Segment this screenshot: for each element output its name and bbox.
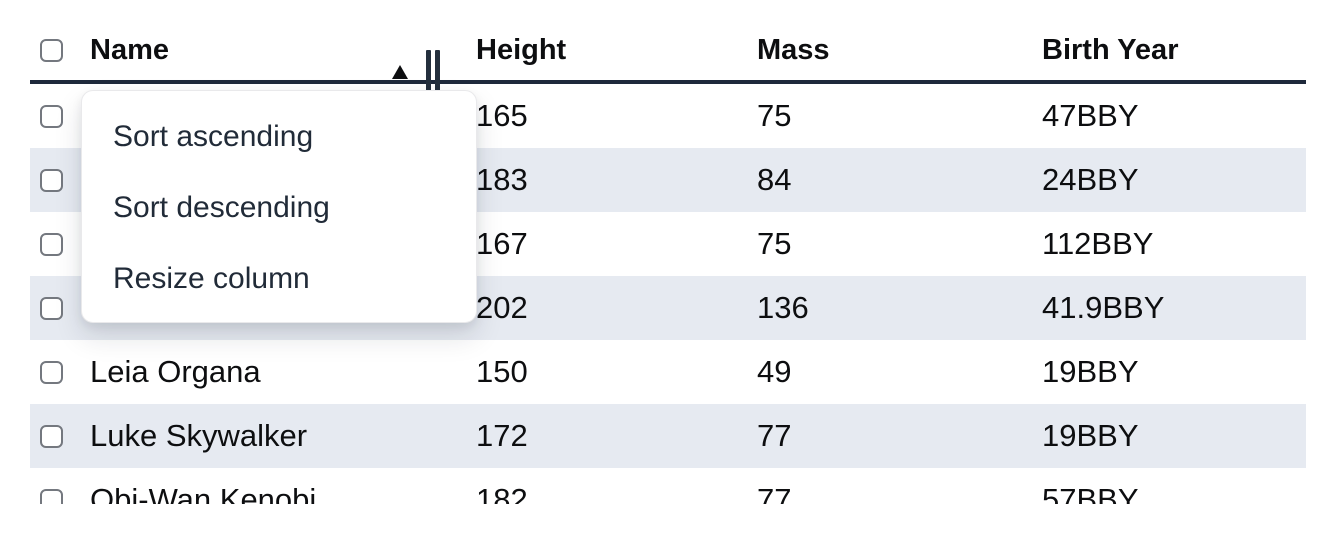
- cell-name: Obi-Wan Kenobi: [90, 482, 317, 504]
- cell-mass: 77: [757, 418, 792, 453]
- cell-height: 167: [476, 226, 528, 261]
- cell-mass: 136: [757, 290, 809, 325]
- table-row: Obi-Wan Kenobi 182 77 57BBY: [30, 468, 1306, 504]
- table-row: Leia Organa 150 49 19BBY: [30, 340, 1306, 404]
- cell-birth-year: 47BBY: [1042, 98, 1139, 133]
- cell-birth-year: 57BBY: [1042, 482, 1139, 504]
- table-row: 165 75 47BBY: [30, 84, 1306, 148]
- cell-birth-year: 112BBY: [1042, 226, 1154, 261]
- cell-mass: 75: [757, 98, 792, 133]
- row-select-cell: [30, 84, 90, 148]
- column-header-name-label: Name: [90, 33, 169, 66]
- cell-height: 202: [476, 290, 528, 325]
- menu-item-sort-descending[interactable]: Sort descending: [113, 190, 330, 224]
- row-select-cell: [30, 276, 90, 340]
- table-row: 167 75 112BBY: [30, 212, 1306, 276]
- cell-height: 183: [476, 162, 528, 197]
- select-all-cell: [30, 20, 90, 80]
- row-select-cell: [30, 404, 90, 468]
- column-resize-handle[interactable]: [426, 50, 440, 96]
- cell-name: Leia Organa: [90, 354, 261, 389]
- column-header-height[interactable]: Height: [476, 33, 567, 66]
- cell-mass: 84: [757, 162, 792, 197]
- column-header-birth-year[interactable]: Birth Year: [1042, 33, 1179, 66]
- cell-height: 172: [476, 418, 528, 453]
- sort-ascending-icon: [392, 65, 408, 79]
- cell-birth-year: 41.9BBY: [1042, 290, 1165, 325]
- row-select-cell: [30, 468, 90, 504]
- cell-name: Luke Skywalker: [90, 418, 308, 453]
- cell-birth-year: 19BBY: [1042, 354, 1139, 389]
- row-select-cell: [30, 340, 90, 404]
- menu-item-sort-ascending[interactable]: Sort ascending: [113, 119, 314, 153]
- row-select-cell: [30, 148, 90, 212]
- row-checkbox[interactable]: [40, 488, 63, 504]
- select-all-checkbox[interactable]: [40, 38, 63, 62]
- cell-mass: 75: [757, 226, 792, 261]
- row-checkbox[interactable]: [40, 232, 63, 256]
- column-context-menu: Sort ascending Sort descending Resize co…: [81, 90, 477, 323]
- column-header-mass[interactable]: Mass: [757, 33, 830, 66]
- cell-height: 165: [476, 98, 528, 133]
- cell-mass: 77: [757, 482, 792, 504]
- cell-height: 150: [476, 354, 528, 389]
- cell-height: 182: [476, 482, 528, 504]
- row-checkbox[interactable]: [40, 296, 63, 320]
- row-checkbox[interactable]: [40, 360, 63, 384]
- row-select-cell: [30, 212, 90, 276]
- row-checkbox[interactable]: [40, 424, 63, 448]
- table-row: Luke Skywalker 172 77 19BBY: [30, 404, 1306, 468]
- column-header-name[interactable]: Name: [90, 20, 476, 96]
- row-checkbox[interactable]: [40, 104, 63, 128]
- cell-birth-year: 19BBY: [1042, 418, 1139, 453]
- row-checkbox[interactable]: [40, 168, 63, 192]
- menu-item-resize-column[interactable]: Resize column: [113, 261, 310, 295]
- cell-birth-year: 24BBY: [1042, 162, 1139, 197]
- cell-mass: 49: [757, 354, 792, 389]
- table-header-row: Name Height Mass Birth Year: [30, 0, 1306, 96]
